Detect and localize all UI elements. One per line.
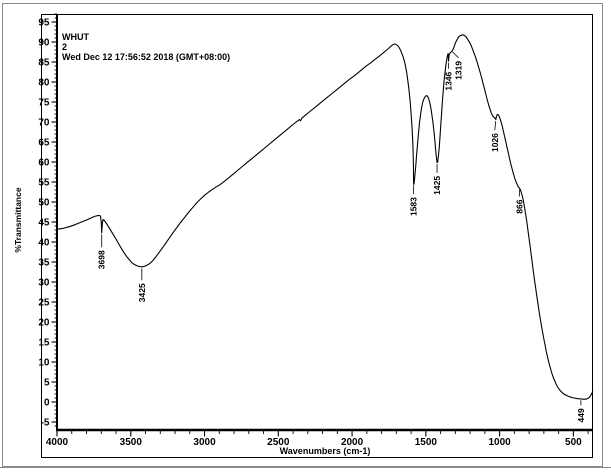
x-tick-label: 2000 [341, 437, 364, 448]
peak-label: 866 [514, 199, 524, 213]
peak-label: 1583 [409, 197, 419, 216]
y-tick-label: 5 [44, 378, 50, 389]
spectrum-curve [56, 34, 594, 400]
x-tick-label: 2500 [267, 437, 290, 448]
y-axis-title: %Transmittance [13, 187, 23, 253]
x-tick-label: 3000 [193, 437, 216, 448]
peak-label: 1319 [454, 61, 464, 80]
peak-label: 3698 [97, 250, 107, 269]
y-tick-label: 50 [38, 198, 50, 209]
peak-label: 449 [576, 408, 586, 422]
peak-label: 1026 [490, 133, 500, 152]
x-tick-label: 500 [565, 437, 582, 448]
y-tick-label: 90 [38, 38, 50, 49]
peak-label: 3425 [137, 283, 147, 302]
x-tick-label: 1000 [488, 437, 511, 448]
y-tick-label: 30 [38, 278, 50, 289]
peak-leader-line [452, 51, 459, 59]
x-tick-label: 4000 [46, 437, 69, 448]
x-axis-title: Wavenumbers (cm-1) [279, 446, 371, 456]
outer-border [2, 3, 603, 467]
y-tick-label: -5 [41, 418, 50, 429]
y-tick-label: 25 [38, 298, 50, 309]
y-tick-label: 60 [38, 158, 50, 169]
sample-name: WHUT [62, 32, 89, 42]
y-tick-label: 65 [38, 138, 50, 149]
y-tick-label: 80 [38, 78, 50, 89]
annotation-block: WHUT 2 Wed Dec 12 17:56:52 2018 (GMT+08:… [62, 32, 230, 62]
x-tick-label: 1500 [415, 437, 438, 448]
peak-label: 1346 [444, 71, 454, 90]
y-tick-label: 0 [44, 398, 50, 409]
y-tick-label: 40 [38, 238, 50, 249]
y-tick-label: 15 [38, 338, 50, 349]
peak-label: 1425 [432, 176, 442, 195]
y-tick-label: 95 [38, 18, 50, 29]
peak-leader-line [494, 121, 497, 131]
y-tick-label: 35 [38, 258, 50, 269]
acquisition-timestamp: Wed Dec 12 17:56:52 2018 (GMT+08:00) [62, 52, 231, 62]
y-tick-label: 45 [38, 218, 50, 229]
x-tick-label: 3500 [120, 437, 143, 448]
y-tick-label: 20 [38, 318, 50, 329]
sample-number: 2 [62, 42, 68, 52]
chart-frame [41, 14, 593, 458]
y-tick-label: 70 [38, 118, 50, 129]
y-tick-label: 85 [38, 58, 50, 69]
y-tick-label: 75 [38, 98, 50, 109]
y-tick-label: 10 [38, 358, 50, 369]
y-tick-label: 55 [38, 178, 50, 189]
